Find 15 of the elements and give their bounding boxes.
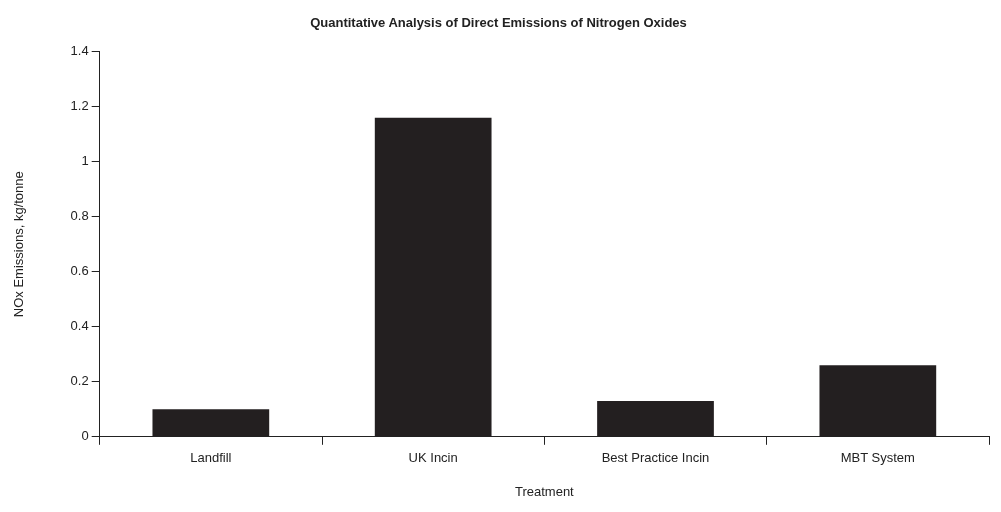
y-tick-label: 0 xyxy=(81,428,89,444)
y-axis-title: NOx Emissions, kg/tonne xyxy=(11,171,27,318)
y-tick-label: 0.2 xyxy=(70,373,89,389)
y-tick-label: 1 xyxy=(81,153,89,169)
y-tick-label: 1.2 xyxy=(70,98,89,114)
x-tick-label: MBT System xyxy=(840,450,915,466)
y-tick-label: 1.4 xyxy=(70,43,89,59)
y-tick-label: 0.4 xyxy=(70,318,89,334)
x-tick-label: Best Practice Incin xyxy=(601,450,710,466)
y-tick-label: 0.8 xyxy=(70,208,89,224)
x-tick-label: UK Incin xyxy=(408,450,458,466)
x-axis-title: Treatment xyxy=(514,483,575,499)
y-tick-label: 0.6 xyxy=(70,263,89,279)
x-tick-label: Landfill xyxy=(190,450,232,466)
chart-title: Quantitative Analysis of Direct Emissions of Nitrogen Oxides xyxy=(310,15,687,31)
